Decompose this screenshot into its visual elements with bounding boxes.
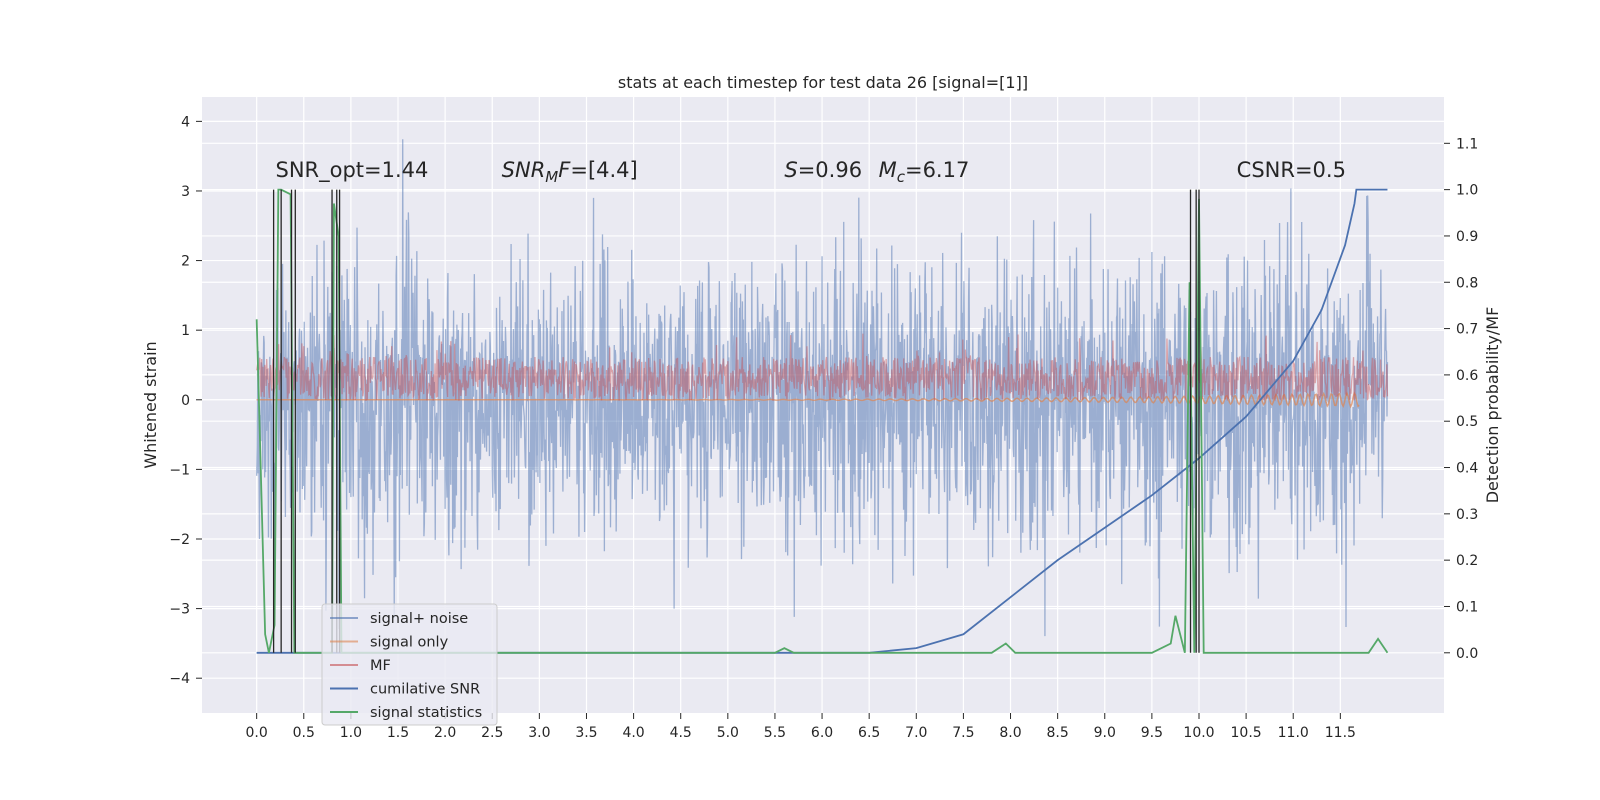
x-tick-label-13: 6.5 <box>858 725 880 741</box>
legend-box <box>321 603 498 726</box>
x-tick-label-1: 0.5 <box>293 725 315 741</box>
data-layer <box>255 139 1389 654</box>
x-tick-label-11: 5.5 <box>764 725 786 741</box>
annotation-s-stat: S=0.96 <box>784 158 862 182</box>
y-left-tick-label-5: 1 <box>181 323 190 339</box>
y-right-tick-label-10: 1.0 <box>1456 183 1478 199</box>
y-right-tick-label-3: 0.3 <box>1456 507 1478 523</box>
annotations: SNR_opt=1.44 SNRMF=[4.4] S=0.96 Mc=6.17 CSNR… <box>276 158 1346 186</box>
x-tick-label-4: 2.0 <box>434 725 456 741</box>
x-tick-label-3: 1.5 <box>387 725 409 741</box>
y-left-tick-label-3: −1 <box>169 462 190 478</box>
y-right-tick-label-4: 0.4 <box>1456 461 1478 477</box>
series-signal-statistics <box>255 188 1389 654</box>
x-tick-label-16: 8.0 <box>999 725 1021 741</box>
legend-cumilative-snr-label: cumilative SNR <box>370 682 480 698</box>
x-tick-label-10: 5.0 <box>717 725 739 741</box>
y-left-tick-label-0: −4 <box>169 671 190 687</box>
y-left-axis-ticks: −4 −3 −2 −1 0 1 2 3 4 <box>169 114 202 687</box>
y-right-tick-label-11: 1.1 <box>1456 136 1478 152</box>
y-left-tick-label-6: 2 <box>181 254 190 270</box>
x-tick-label-5: 2.5 <box>481 725 503 741</box>
y-right-tick-label-1: 0.1 <box>1456 599 1478 615</box>
y-right-axis-ticks: 0.0 0.1 0.2 0.3 0.4 0.5 0.6 0.7 0.8 0.9 1.0 1.1 <box>1444 136 1478 662</box>
annotation-mc: Mc=6.17 <box>879 158 970 186</box>
annotation-snr-mf: SNRMF=[4.4] <box>502 158 638 186</box>
y-right-axis-label: Detection probability/MF <box>1483 307 1502 504</box>
x-tick-label-22: 11.0 <box>1278 725 1309 741</box>
x-tick-label-2: 1.0 <box>340 725 362 741</box>
x-tick-label-21: 10.5 <box>1231 725 1262 741</box>
legend-signal-only-label: signal only <box>370 635 449 651</box>
x-axis-ticks: 0.0 0.5 1.0 1.5 2.0 2.5 3.0 3.5 4.0 4.5 5.0 5.5 6.0 6… <box>246 713 1356 741</box>
annotation-csnr: CSNR=0.5 <box>1237 158 1346 182</box>
x-tick-label-23: 11.5 <box>1325 725 1356 741</box>
x-tick-label-7: 3.5 <box>575 725 597 741</box>
x-tick-label-15: 7.5 <box>952 725 974 741</box>
legend-signal-noise-label: signal+ noise <box>370 611 468 627</box>
y-left-axis-label: Whitened strain <box>141 341 160 468</box>
x-tick-label-0: 0.0 <box>246 725 268 741</box>
series-signal-only <box>256 391 1360 409</box>
y-left-tick-label-2: −2 <box>169 532 190 548</box>
legend: signal+ noise signal only MF cumilative SNR… <box>321 603 498 726</box>
y-right-tick-label-5: 0.5 <box>1456 414 1478 430</box>
x-tick-label-8: 4.0 <box>622 725 644 741</box>
y-right-tick-label-6: 0.6 <box>1456 368 1478 384</box>
y-right-tick-label-0: 0.0 <box>1456 646 1478 662</box>
chart-title: stats at each timestep for test data 26 … <box>618 73 1028 92</box>
y-right-tick-label-7: 0.7 <box>1456 322 1478 338</box>
x-tick-label-6: 3.0 <box>528 725 550 741</box>
x-tick-label-14: 7.0 <box>905 725 927 741</box>
x-tick-label-17: 8.5 <box>1047 725 1069 741</box>
y-right-tick-label-9: 0.9 <box>1456 229 1478 245</box>
y-right-tick-label-2: 0.2 <box>1456 553 1478 569</box>
y-left-tick-label-1: −3 <box>169 602 190 618</box>
legend-mf-label: MF <box>370 658 391 674</box>
x-tick-label-18: 9.0 <box>1094 725 1116 741</box>
legend-signal-statistics-label: signal statistics <box>370 705 482 721</box>
y-left-tick-label-7: 3 <box>181 184 190 200</box>
y-left-tick-label-8: 4 <box>181 114 190 130</box>
y-left-tick-label-4: 0 <box>181 393 190 409</box>
x-tick-label-20: 10.0 <box>1183 725 1214 741</box>
x-tick-label-19: 9.5 <box>1141 725 1163 741</box>
annotation-snr-opt: SNR_opt=1.44 <box>276 158 429 183</box>
x-tick-label-9: 4.5 <box>670 725 692 741</box>
x-tick-label-12: 6.0 <box>811 725 833 741</box>
y-right-tick-label-8: 0.8 <box>1456 275 1478 291</box>
series-cumilative-snr <box>256 188 1388 654</box>
